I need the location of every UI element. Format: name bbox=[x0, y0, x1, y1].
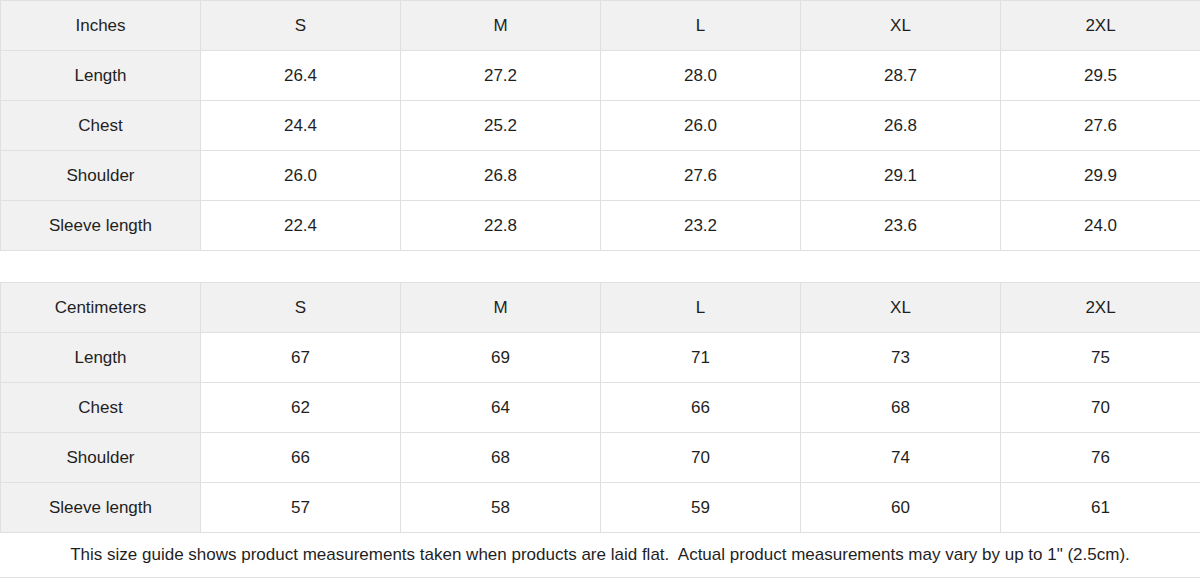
row-label-cell: Chest bbox=[1, 101, 201, 151]
value-cell: 76 bbox=[1001, 433, 1200, 483]
size-header-cell: L bbox=[601, 283, 801, 333]
table-row: Chest 62 64 66 68 70 bbox=[1, 383, 1200, 433]
value-cell: 62 bbox=[201, 383, 401, 433]
value-cell: 67 bbox=[201, 333, 401, 383]
size-header-cell: 2XL bbox=[1001, 1, 1200, 51]
value-cell: 22.8 bbox=[401, 201, 601, 251]
value-cell: 26.8 bbox=[801, 101, 1001, 151]
table-header-row: Centimeters S M L XL 2XL bbox=[1, 283, 1200, 333]
value-cell: 24.4 bbox=[201, 101, 401, 151]
value-cell: 59 bbox=[601, 483, 801, 533]
value-cell: 75 bbox=[1001, 333, 1200, 383]
table-row: Sleeve length 57 58 59 60 61 bbox=[1, 483, 1200, 533]
value-cell: 69 bbox=[401, 333, 601, 383]
size-header-cell: L bbox=[601, 1, 801, 51]
table-row: Length 26.4 27.2 28.0 28.7 29.5 bbox=[1, 51, 1200, 101]
row-label-cell: Chest bbox=[1, 383, 201, 433]
size-guide: Inches S M L XL 2XL Length 26.4 27.2 28.… bbox=[0, 0, 1200, 580]
value-cell: 64 bbox=[401, 383, 601, 433]
value-cell: 60 bbox=[801, 483, 1001, 533]
table-row: Shoulder 66 68 70 74 76 bbox=[1, 433, 1200, 483]
unit-header-cell: Inches bbox=[1, 1, 201, 51]
size-header-cell: S bbox=[201, 1, 401, 51]
footer-note: This size guide shows product measuremen… bbox=[0, 533, 1200, 578]
size-header-cell: S bbox=[201, 283, 401, 333]
value-cell: 58 bbox=[401, 483, 601, 533]
value-cell: 74 bbox=[801, 433, 1001, 483]
table-row: Length 67 69 71 73 75 bbox=[1, 333, 1200, 383]
row-label-cell: Length bbox=[1, 333, 201, 383]
value-cell: 68 bbox=[401, 433, 601, 483]
inches-table: Inches S M L XL 2XL Length 26.4 27.2 28.… bbox=[0, 0, 1200, 251]
value-cell: 29.9 bbox=[1001, 151, 1200, 201]
value-cell: 27.6 bbox=[1001, 101, 1200, 151]
table-gap bbox=[0, 251, 1200, 282]
size-header-cell: XL bbox=[801, 1, 1001, 51]
value-cell: 29.5 bbox=[1001, 51, 1200, 101]
value-cell: 26.0 bbox=[201, 151, 401, 201]
value-cell: 26.8 bbox=[401, 151, 601, 201]
value-cell: 70 bbox=[601, 433, 801, 483]
value-cell: 66 bbox=[201, 433, 401, 483]
value-cell: 23.6 bbox=[801, 201, 1001, 251]
value-cell: 23.2 bbox=[601, 201, 801, 251]
value-cell: 68 bbox=[801, 383, 1001, 433]
value-cell: 28.7 bbox=[801, 51, 1001, 101]
row-label-cell: Sleeve length bbox=[1, 483, 201, 533]
value-cell: 27.6 bbox=[601, 151, 801, 201]
value-cell: 73 bbox=[801, 333, 1001, 383]
row-label-cell: Length bbox=[1, 51, 201, 101]
size-header-cell: 2XL bbox=[1001, 283, 1200, 333]
value-cell: 29.1 bbox=[801, 151, 1001, 201]
value-cell: 25.2 bbox=[401, 101, 601, 151]
value-cell: 70 bbox=[1001, 383, 1200, 433]
size-header-cell: M bbox=[401, 1, 601, 51]
table-row: Chest 24.4 25.2 26.0 26.8 27.6 bbox=[1, 101, 1200, 151]
value-cell: 28.0 bbox=[601, 51, 801, 101]
unit-header-cell: Centimeters bbox=[1, 283, 201, 333]
size-header-cell: M bbox=[401, 283, 601, 333]
value-cell: 71 bbox=[601, 333, 801, 383]
value-cell: 22.4 bbox=[201, 201, 401, 251]
table-row: Shoulder 26.0 26.8 27.6 29.1 29.9 bbox=[1, 151, 1200, 201]
row-label-cell: Sleeve length bbox=[1, 201, 201, 251]
centimeters-table: Centimeters S M L XL 2XL Length 67 69 71… bbox=[0, 282, 1200, 533]
table-header-row: Inches S M L XL 2XL bbox=[1, 1, 1200, 51]
value-cell: 61 bbox=[1001, 483, 1200, 533]
value-cell: 26.0 bbox=[601, 101, 801, 151]
table-row: Sleeve length 22.4 22.8 23.2 23.6 24.0 bbox=[1, 201, 1200, 251]
value-cell: 27.2 bbox=[401, 51, 601, 101]
size-header-cell: XL bbox=[801, 283, 1001, 333]
value-cell: 57 bbox=[201, 483, 401, 533]
value-cell: 24.0 bbox=[1001, 201, 1200, 251]
row-label-cell: Shoulder bbox=[1, 433, 201, 483]
value-cell: 66 bbox=[601, 383, 801, 433]
row-label-cell: Shoulder bbox=[1, 151, 201, 201]
value-cell: 26.4 bbox=[201, 51, 401, 101]
